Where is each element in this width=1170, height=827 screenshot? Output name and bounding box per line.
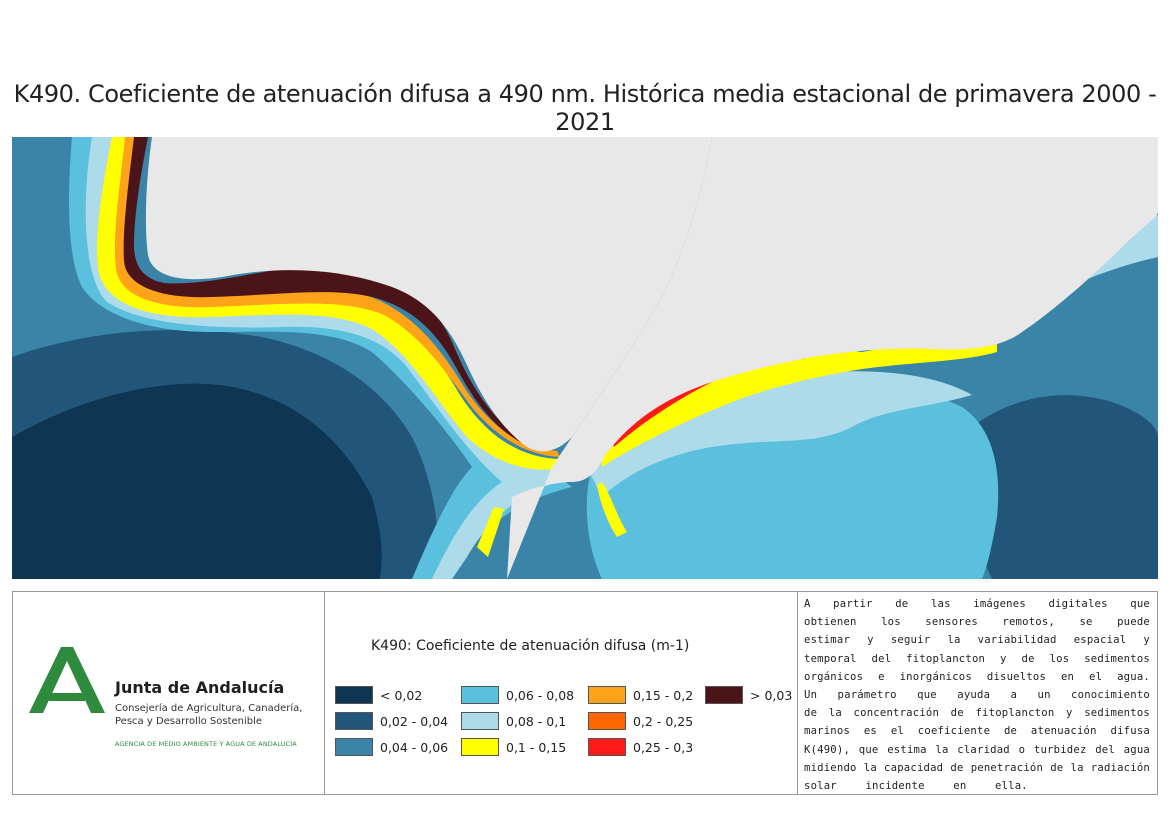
africa-land [507, 137, 1158, 579]
legend: K490: Coeficiente de atenuación difusa (… [325, 592, 797, 794]
k490-map-canvas [12, 137, 1158, 579]
junta-andalucia-logo-icon [29, 647, 105, 713]
org-name: Junta de Andalucía [115, 678, 285, 697]
legend-item: > 0,03 [705, 685, 792, 705]
legend-swatch [461, 712, 499, 730]
description-line: temporal del fitoplancton y de los sedim… [804, 652, 1150, 665]
legend-item: 0,02 - 0,04 [335, 711, 448, 731]
description-line: Un parámetro que ayuda a un conocimiento [804, 689, 1150, 702]
legend-label: 0,08 - 0,1 [506, 713, 567, 729]
legend-label: 0,15 - 0,2 [633, 687, 694, 703]
legend-item: 0,06 - 0,08 [461, 685, 574, 705]
legend-label: < 0,02 [380, 687, 423, 703]
legend-item: 0,1 - 0,15 [461, 737, 566, 757]
legend-item: 0,25 - 0,3 [588, 737, 693, 757]
legend-swatch [705, 686, 743, 704]
zone-lt-002 [12, 383, 382, 579]
zone-015-02-north [114, 137, 560, 457]
description-line: marinos es el coeficiente de atenuación … [804, 725, 1150, 738]
legend-swatch [461, 738, 499, 756]
description-line: orgánicos e inorgánicos disueltos en el … [804, 670, 1150, 683]
panel-divider-1 [324, 592, 325, 794]
legend-swatch [588, 738, 626, 756]
legend-swatch [335, 712, 373, 730]
description-line: obtienen los sensores remotos, se puede [804, 616, 1150, 629]
legend-item: 0,04 - 0,06 [335, 737, 448, 757]
legend-item: 0,2 - 0,25 [588, 711, 693, 731]
description-line: midiendo la capacidad de penetración de … [804, 761, 1150, 774]
info-panel: Junta de Andalucía Consejería de Agricul… [12, 591, 1158, 795]
legend-swatch [335, 738, 373, 756]
description-line: K(490), que estima la claridad o turbide… [804, 743, 1150, 756]
description-line: A partir de las imágenes digitales que [804, 598, 1150, 610]
legend-label: 0,2 - 0,25 [633, 713, 694, 729]
legend-swatch [588, 712, 626, 730]
zone-002-004-atlantic [12, 329, 439, 579]
description-line: de la concentración de fitoplancton y se… [804, 707, 1150, 720]
legend-swatch [335, 686, 373, 704]
legend-label: 0,1 - 0,15 [506, 739, 567, 755]
legend-swatch [588, 686, 626, 704]
panel-divider-2 [797, 592, 798, 794]
legend-label: 0,04 - 0,06 [380, 739, 449, 755]
org-department: Consejería de Agricultura, Canadería, Pe… [115, 703, 303, 727]
legend-label: 0,25 - 0,3 [633, 739, 694, 755]
zone-gt-03-north [123, 137, 522, 443]
legend-swatch [461, 686, 499, 704]
zone-01-015-south [602, 340, 997, 467]
k490-map [12, 137, 1158, 579]
legend-label: 0,02 - 0,04 [380, 713, 449, 729]
zone-01-015-atlantic-south [597, 482, 627, 537]
org-agency: AGENCIA DE MEDIO AMBIENTE Y AGUA DE ANDA… [115, 740, 297, 748]
description-line: solar incidente en ella. [804, 780, 1028, 793]
legend-label: > 0,03 [750, 687, 793, 703]
legend-title: K490: Coeficiente de atenuación difusa (… [371, 638, 690, 654]
legend-label: 0,06 - 0,08 [506, 687, 575, 703]
map-title: K490. Coeficiente de atenuación difusa a… [13, 80, 1157, 136]
description-text: A partir de las imágenes digitales que ob… [804, 595, 1150, 795]
legend-item: < 0,02 [335, 685, 422, 705]
zone-01-015-strait [477, 507, 504, 557]
iberia-land [145, 137, 713, 452]
zone-002-004-east [965, 395, 1158, 579]
legend-item: 0,08 - 0,1 [461, 711, 566, 731]
logo-block: Junta de Andalucía Consejería de Agricul… [13, 592, 324, 794]
legend-item: 0,15 - 0,2 [588, 685, 693, 705]
zone-008-01-med [587, 371, 972, 497]
description-line: estimar y seguir la variabilidad espacia… [804, 634, 1150, 647]
description-block: A partir de las imágenes digitales que ob… [798, 592, 1157, 794]
